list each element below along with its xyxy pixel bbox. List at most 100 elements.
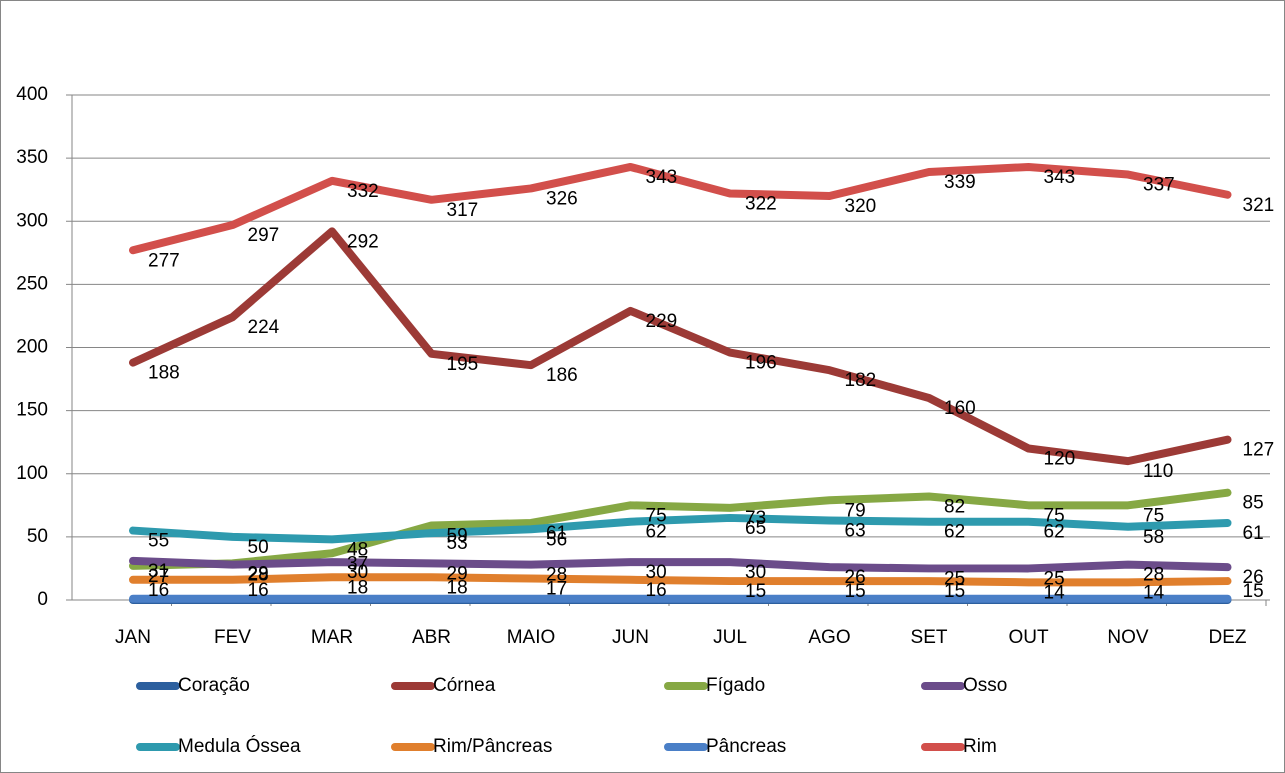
y-tick-label: 300	[16, 210, 48, 231]
data-label: 277	[148, 250, 180, 271]
data-label: 82	[944, 496, 965, 517]
data-label: 25	[944, 568, 965, 589]
data-label: 326	[546, 188, 578, 209]
data-label: 196	[745, 353, 777, 374]
data-label: 63	[845, 520, 866, 541]
data-label: 15	[845, 581, 866, 602]
data-label: 56	[546, 529, 567, 550]
y-tick-label: 50	[27, 526, 48, 547]
legend-label: Fígado	[706, 675, 765, 696]
x-tick-label: JUL	[713, 627, 747, 648]
data-label: 55	[148, 531, 169, 552]
data-label: 321	[1243, 195, 1275, 216]
y-tick-label: 250	[16, 273, 48, 294]
x-tick-label: AGO	[808, 627, 850, 648]
data-label: 317	[447, 200, 479, 221]
data-label: 61	[1243, 523, 1264, 544]
data-label: 343	[1044, 167, 1076, 188]
data-label: 30	[347, 562, 368, 583]
data-label: 28	[546, 565, 567, 586]
y-tick-label: 100	[16, 463, 48, 484]
data-label: 110	[1143, 461, 1173, 482]
data-label: 14	[1143, 582, 1165, 603]
data-label: 26	[1243, 567, 1264, 588]
data-label: 75	[646, 505, 667, 526]
data-label: 16	[646, 580, 667, 601]
data-label: 15	[1243, 581, 1264, 602]
data-label: 62	[1044, 522, 1065, 543]
data-label: 18	[447, 577, 468, 598]
data-label: 182	[845, 370, 877, 391]
x-tick-label: MAIO	[507, 627, 556, 648]
data-label: 292	[347, 231, 379, 252]
data-label: 37	[347, 553, 368, 574]
data-label: 62	[646, 522, 667, 543]
data-label: 332	[347, 181, 379, 202]
data-label: 17	[546, 579, 567, 600]
data-label: 322	[745, 193, 777, 214]
data-label: 28	[1143, 565, 1164, 586]
series-line	[129, 227, 1232, 466]
data-label: 29	[447, 563, 468, 584]
y-tick-label: 350	[16, 147, 48, 168]
data-label: 58	[1143, 527, 1164, 548]
series-line	[129, 573, 1232, 587]
data-label: 50	[248, 537, 269, 558]
data-label: 229	[646, 311, 678, 332]
data-label: 16	[148, 580, 169, 601]
data-label: 160	[944, 398, 976, 419]
series-line	[129, 513, 1232, 544]
data-label: 31	[148, 561, 169, 582]
data-label: 62	[944, 522, 965, 543]
x-tick-label: DEZ	[1209, 627, 1247, 648]
data-label: 75	[1044, 505, 1065, 526]
data-label: 15	[944, 581, 965, 602]
data-label: 18	[347, 577, 368, 598]
y-tick-label: 0	[37, 589, 48, 610]
data-label: 26	[845, 567, 866, 588]
data-label: 297	[248, 225, 280, 246]
data-label: 61	[546, 523, 567, 544]
x-tick-label: JAN	[115, 627, 151, 648]
data-label: 30	[745, 562, 766, 583]
data-label: 28	[248, 565, 269, 586]
data-label: 320	[845, 196, 877, 217]
legend-label: Córnea	[433, 675, 496, 696]
data-label: 73	[745, 508, 766, 529]
data-label: 29	[248, 563, 269, 584]
data-label: 27	[148, 566, 169, 587]
y-tick-label: 150	[16, 400, 48, 421]
data-label: 85	[1243, 493, 1264, 514]
y-tick-label: 400	[16, 84, 48, 105]
series-line	[129, 556, 1232, 573]
data-label: 120	[1044, 449, 1076, 470]
data-label: 339	[944, 172, 976, 193]
legend-label: Medula Óssea	[178, 735, 301, 757]
legend-label: Pâncreas	[706, 736, 786, 757]
legend-label: Rim	[963, 736, 997, 757]
x-tick-label: JUN	[612, 627, 649, 648]
series-line	[129, 488, 1232, 570]
series-line	[129, 162, 1232, 255]
data-label: 224	[248, 317, 280, 338]
data-label: 186	[546, 365, 578, 386]
data-label: 188	[148, 363, 180, 384]
data-label: 53	[447, 533, 468, 554]
data-label: 75	[1143, 505, 1164, 526]
legend-label: Rim/Pâncreas	[433, 736, 552, 757]
data-label: 195	[447, 354, 479, 375]
data-label: 25	[1044, 568, 1065, 589]
data-label: 79	[845, 500, 866, 521]
x-tick-label: MAR	[311, 627, 353, 648]
data-label: 30	[646, 562, 667, 583]
data-label: 16	[248, 580, 269, 601]
x-tick-label: NOV	[1107, 627, 1149, 648]
data-label: 127	[1243, 440, 1275, 461]
legend-label: Coração	[178, 675, 250, 696]
x-tick-label: ABR	[412, 627, 451, 648]
data-label: 343	[646, 167, 678, 188]
data-label: 65	[745, 518, 766, 539]
data-label: 337	[1143, 175, 1175, 196]
